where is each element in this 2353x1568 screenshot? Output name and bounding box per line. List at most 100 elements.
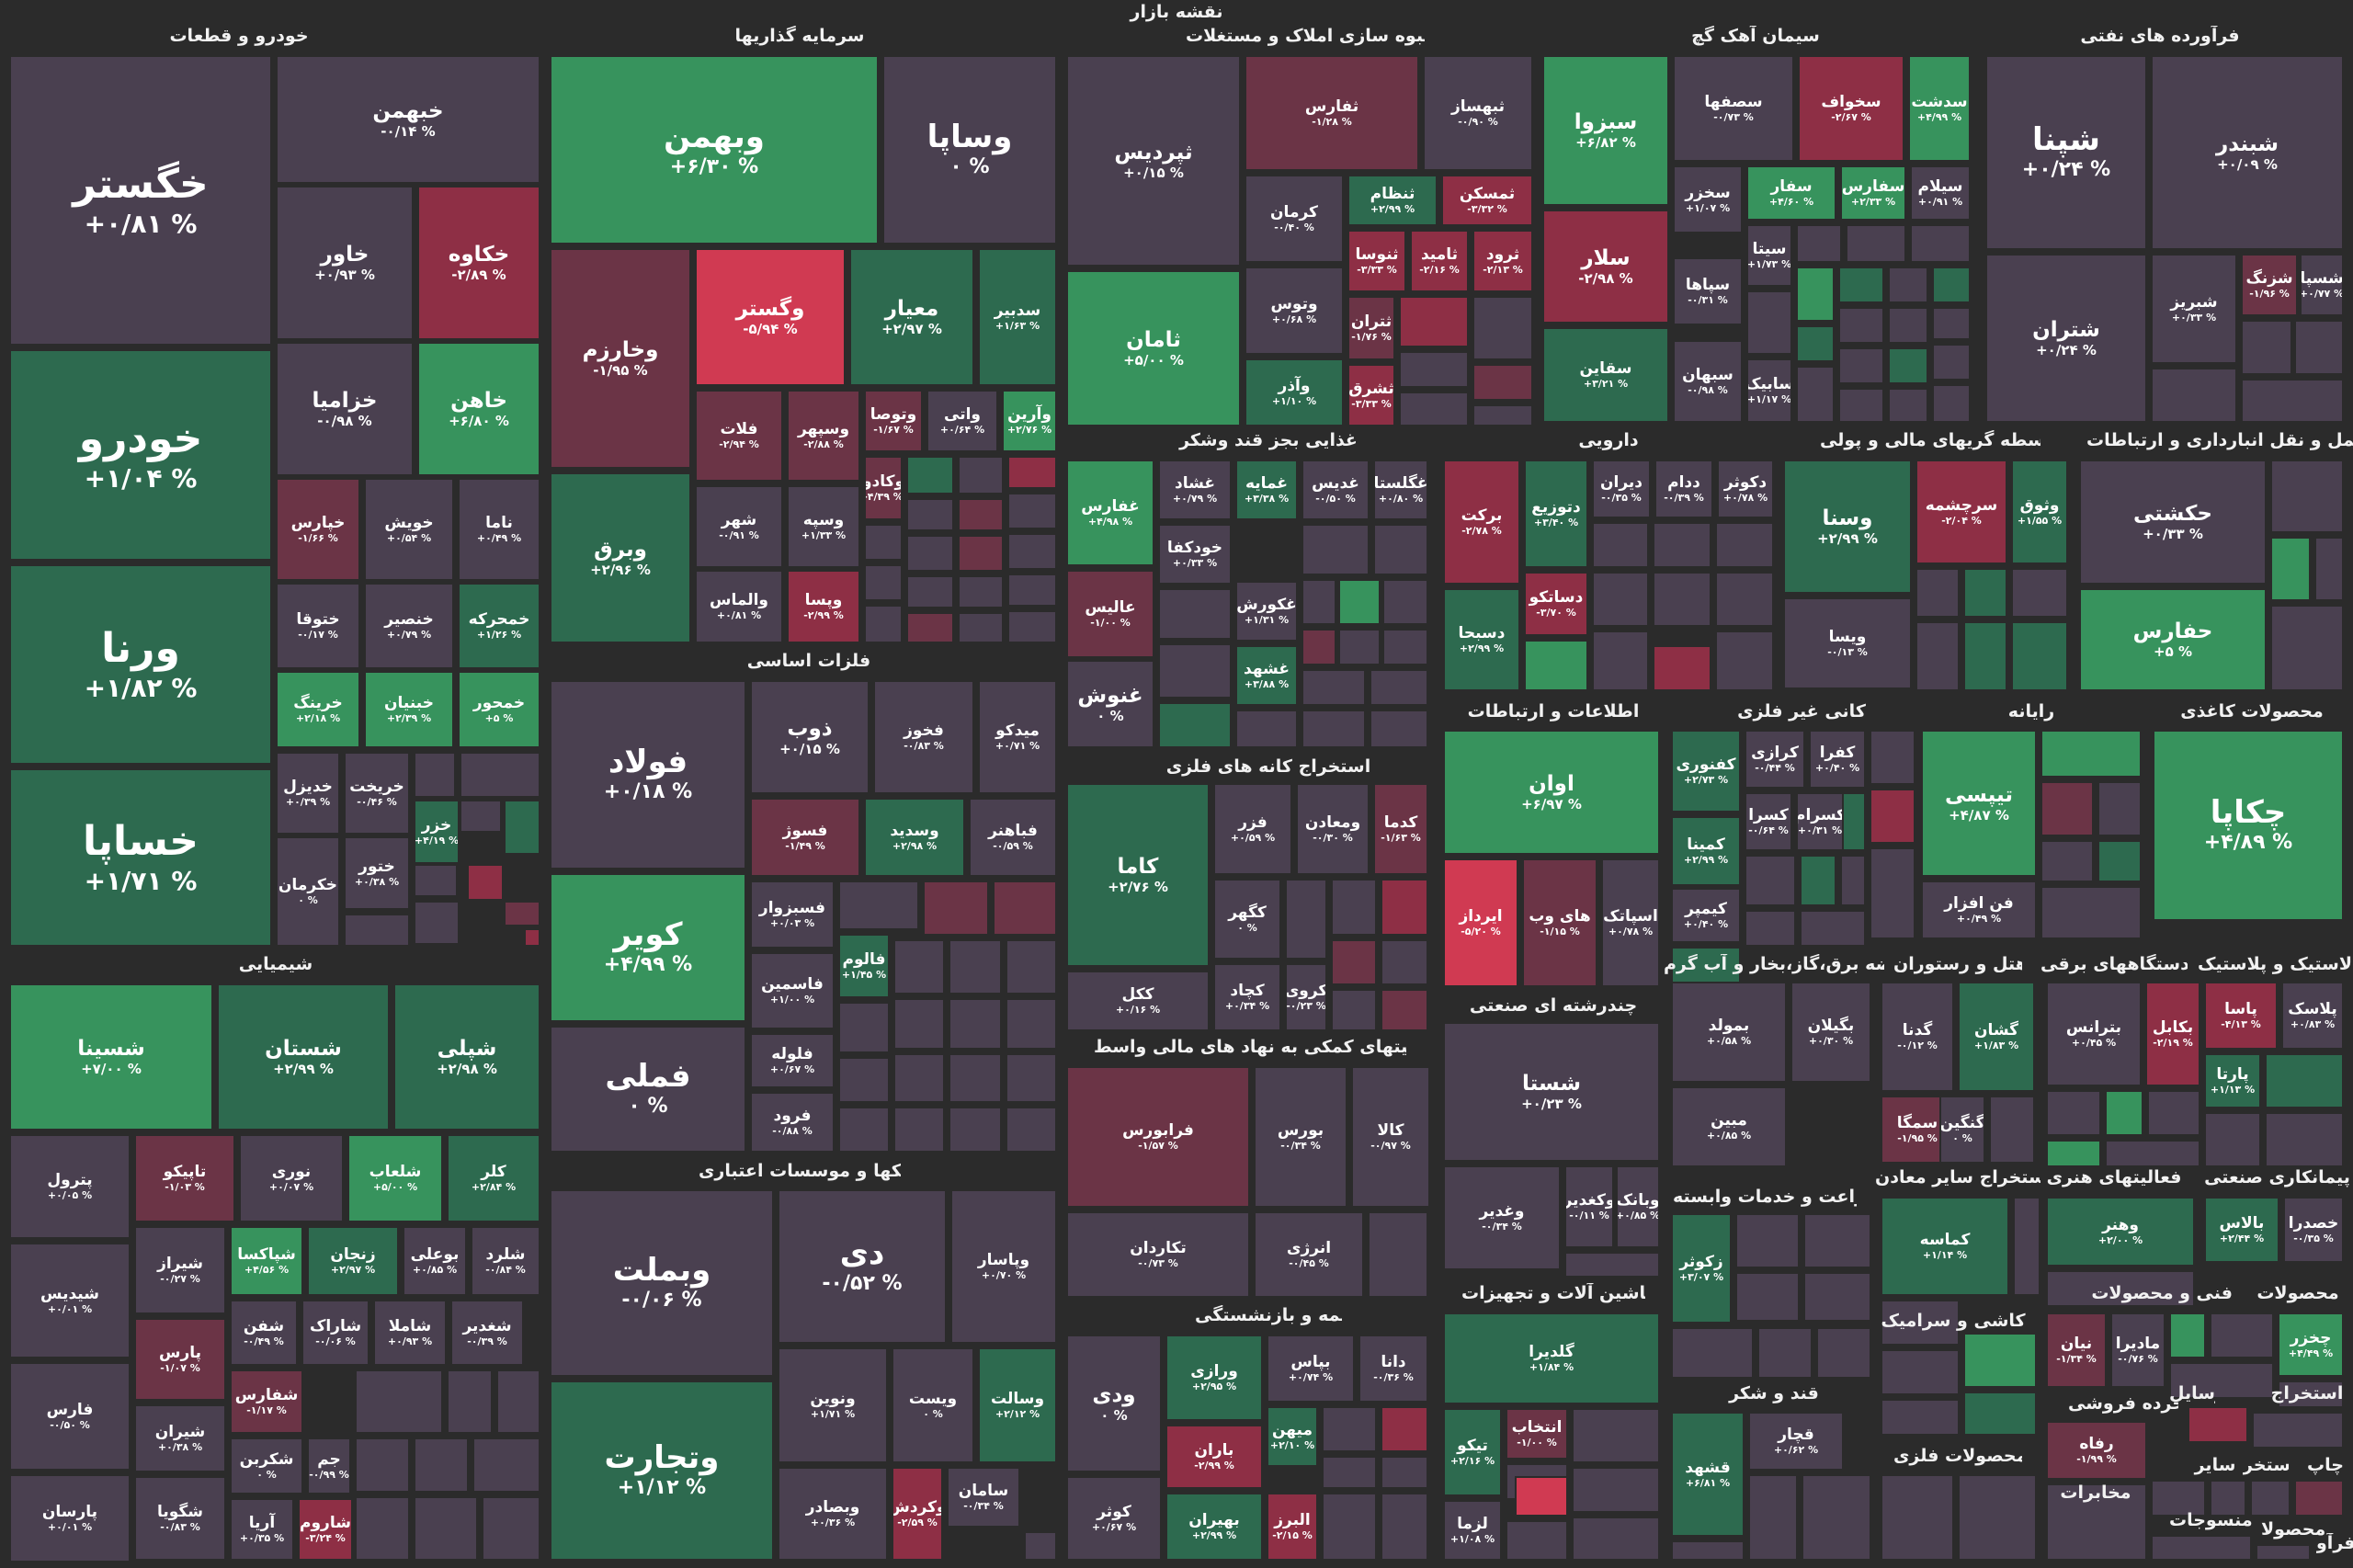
- stock-tile[interactable]: سابیک +۱/۱۷ %: [1746, 358, 1792, 423]
- stock-tile[interactable]: شفارس -۱/۱۷ %: [230, 1369, 303, 1434]
- minor-stock-tile[interactable]: [1963, 568, 2007, 618]
- stock-tile[interactable]: شاملا +۰/۹۳ %: [373, 1300, 447, 1366]
- stock-tile[interactable]: وهنر +۲/۰۰ %: [2046, 1197, 2195, 1267]
- minor-stock-tile[interactable]: [838, 1057, 890, 1103]
- minor-stock-tile[interactable]: [2270, 460, 2344, 533]
- stock-tile[interactable]: ناما +۰/۴۹ %: [458, 478, 540, 581]
- minor-stock-tile[interactable]: [1963, 1333, 2037, 1388]
- stock-tile[interactable]: بمولد +۰/۵۸ %: [1671, 982, 1787, 1083]
- minor-stock-tile[interactable]: [1235, 710, 1298, 748]
- stock-tile[interactable]: ثنوسا -۳/۳۳ %: [1347, 230, 1406, 292]
- stock-tile[interactable]: کلر +۲/۸۴ %: [447, 1134, 540, 1222]
- stock-tile[interactable]: فزر +۰/۵۹ %: [1213, 783, 1292, 875]
- stock-tile[interactable]: دانا -۰/۳۶ %: [1358, 1335, 1428, 1403]
- stock-tile[interactable]: شتران +۰/۲۴ %: [1985, 254, 2147, 423]
- stock-tile[interactable]: فلوله +۰/۶۷ %: [750, 1033, 835, 1088]
- minor-stock-tile[interactable]: [1382, 629, 1428, 665]
- stock-tile[interactable]: سیتا +۱/۷۳ %: [1746, 224, 1792, 287]
- stock-tile[interactable]: گدنا -۰/۱۲ %: [1881, 982, 1954, 1092]
- minor-stock-tile[interactable]: [1506, 1520, 1568, 1561]
- minor-stock-tile[interactable]: [958, 612, 1004, 643]
- minor-stock-tile[interactable]: [1838, 388, 1884, 423]
- minor-stock-tile[interactable]: [906, 456, 954, 494]
- minor-stock-tile[interactable]: [1472, 404, 1533, 426]
- minor-stock-tile[interactable]: [1796, 325, 1835, 362]
- minor-stock-tile[interactable]: [1881, 1349, 1960, 1395]
- minor-stock-tile[interactable]: [2151, 368, 2237, 423]
- minor-stock-tile[interactable]: [993, 881, 1057, 936]
- minor-stock-tile[interactable]: [1715, 522, 1774, 568]
- stock-tile[interactable]: بهیران +۲/۹۹ %: [1165, 1493, 1263, 1561]
- minor-stock-tile[interactable]: [1381, 939, 1428, 985]
- minor-stock-tile[interactable]: [344, 914, 410, 947]
- minor-stock-tile[interactable]: [2210, 1312, 2274, 1358]
- minor-stock-tile[interactable]: [2013, 1197, 2040, 1296]
- stock-tile[interactable]: خرینگ +۲/۱۸ %: [276, 671, 360, 748]
- stock-tile[interactable]: چکاپا +۴/۸۹ %: [2153, 730, 2344, 921]
- minor-stock-tile[interactable]: [1932, 307, 1971, 340]
- stock-tile[interactable]: شبندر +۰/۰۹ %: [2151, 55, 2344, 250]
- minor-stock-tile[interactable]: [2314, 537, 2344, 601]
- minor-stock-tile[interactable]: [949, 998, 1002, 1050]
- stock-tile[interactable]: واتی +۰/۶۴ %: [926, 390, 998, 452]
- minor-stock-tile[interactable]: [838, 1002, 890, 1053]
- minor-stock-tile[interactable]: [1800, 855, 1836, 906]
- stock-tile[interactable]: دیران -۰/۳۵ %: [1592, 460, 1651, 518]
- stock-tile[interactable]: خکرمان ۰ %: [276, 836, 340, 947]
- stock-tile[interactable]: ثنظام +۲/۹۹ %: [1347, 175, 1438, 226]
- stock-tile[interactable]: دکوثر +۰/۷۸ %: [1717, 460, 1774, 518]
- minor-stock-tile[interactable]: [1932, 384, 1971, 423]
- minor-stock-tile[interactable]: [838, 1107, 890, 1153]
- stock-tile[interactable]: انرژی -۰/۴۵ %: [1254, 1211, 1364, 1298]
- stock-tile[interactable]: وکغدیر -۰/۱۱ %: [1564, 1165, 1614, 1248]
- stock-tile[interactable]: آریا +۰/۳۵ %: [230, 1498, 294, 1561]
- stock-tile[interactable]: شگویا -۰/۸۳ %: [134, 1476, 226, 1561]
- minor-stock-tile[interactable]: [1006, 998, 1057, 1050]
- stock-tile[interactable]: تاپیکو -۱/۰۳ %: [134, 1134, 235, 1222]
- minor-stock-tile[interactable]: [1915, 568, 1960, 618]
- stock-tile[interactable]: خویش +۰/۵۴ %: [364, 478, 454, 581]
- stock-tile[interactable]: بگیلان +۰/۳۰ %: [1790, 982, 1871, 1083]
- stock-tile[interactable]: وغدیر -۰/۳۴ %: [1443, 1165, 1561, 1270]
- stock-tile[interactable]: شهر -۰/۹۱ %: [695, 485, 783, 568]
- stock-tile[interactable]: خاور +۰/۹۳ %: [276, 186, 414, 340]
- minor-stock-tile[interactable]: [949, 1107, 1002, 1153]
- minor-stock-tile[interactable]: [2105, 1090, 2143, 1136]
- stock-tile[interactable]: ثمسکن -۳/۳۲ %: [1441, 175, 1533, 226]
- minor-stock-tile[interactable]: [1592, 631, 1649, 691]
- stock-tile[interactable]: خصدرا -۰/۳۵ %: [2283, 1197, 2344, 1263]
- stock-tile[interactable]: وبهمن +۶/۳۰ %: [550, 55, 879, 244]
- minor-stock-tile[interactable]: [2046, 1140, 2101, 1167]
- stock-tile[interactable]: ودی ۰ %: [1066, 1335, 1162, 1472]
- minor-stock-tile[interactable]: [1381, 879, 1428, 936]
- stock-tile[interactable]: انتخاب -۱/۰۰ %: [1506, 1408, 1568, 1460]
- stock-tile[interactable]: عالیس -۱/۰۰ %: [1066, 570, 1154, 658]
- stock-tile[interactable]: وتوصا -۱/۶۷ %: [864, 390, 923, 452]
- stock-tile[interactable]: وبملت -۰/۰۶ %: [550, 1189, 774, 1377]
- minor-stock-tile[interactable]: [1373, 524, 1428, 575]
- minor-stock-tile[interactable]: [2250, 1480, 2290, 1517]
- stock-tile[interactable]: ورازی +۲/۹۵ %: [1165, 1335, 1263, 1421]
- stock-tile[interactable]: شسپا +۰/۷۷ %: [2300, 254, 2344, 316]
- stock-tile[interactable]: سدبیر +۱/۶۳ %: [978, 248, 1057, 386]
- stock-tile[interactable]: وسنا +۲/۹۹ %: [1783, 460, 1912, 594]
- minor-stock-tile[interactable]: [1881, 1474, 1954, 1561]
- stock-tile[interactable]: کدما -۱/۶۳ %: [1373, 783, 1428, 875]
- minor-stock-tile[interactable]: [1671, 947, 1741, 983]
- minor-stock-tile[interactable]: [1846, 224, 1906, 263]
- stock-tile[interactable]: گشان +۱/۸۳ %: [1958, 982, 2035, 1092]
- minor-stock-tile[interactable]: [1368, 1211, 1428, 1298]
- minor-stock-tile[interactable]: [1746, 290, 1792, 355]
- minor-stock-tile[interactable]: [2204, 1112, 2261, 1167]
- stock-tile[interactable]: بورس -۰/۳۴ %: [1254, 1066, 1347, 1208]
- stock-tile[interactable]: خپارس -۱/۶۶ %: [276, 478, 360, 581]
- minor-stock-tile[interactable]: [1158, 643, 1232, 699]
- stock-tile[interactable]: شستان +۲/۹۹ %: [217, 983, 390, 1131]
- stock-tile[interactable]: پارسان +۰/۰۱ %: [9, 1474, 131, 1562]
- minor-stock-tile[interactable]: [864, 564, 903, 601]
- minor-stock-tile[interactable]: [1653, 572, 1711, 627]
- stock-tile[interactable]: پلاسک +۰/۸۳ %: [2281, 982, 2344, 1050]
- stock-tile[interactable]: ثبهساز -۰/۹۰ %: [1423, 55, 1533, 171]
- minor-stock-tile[interactable]: [1735, 1213, 1800, 1268]
- minor-stock-tile[interactable]: [1838, 307, 1884, 344]
